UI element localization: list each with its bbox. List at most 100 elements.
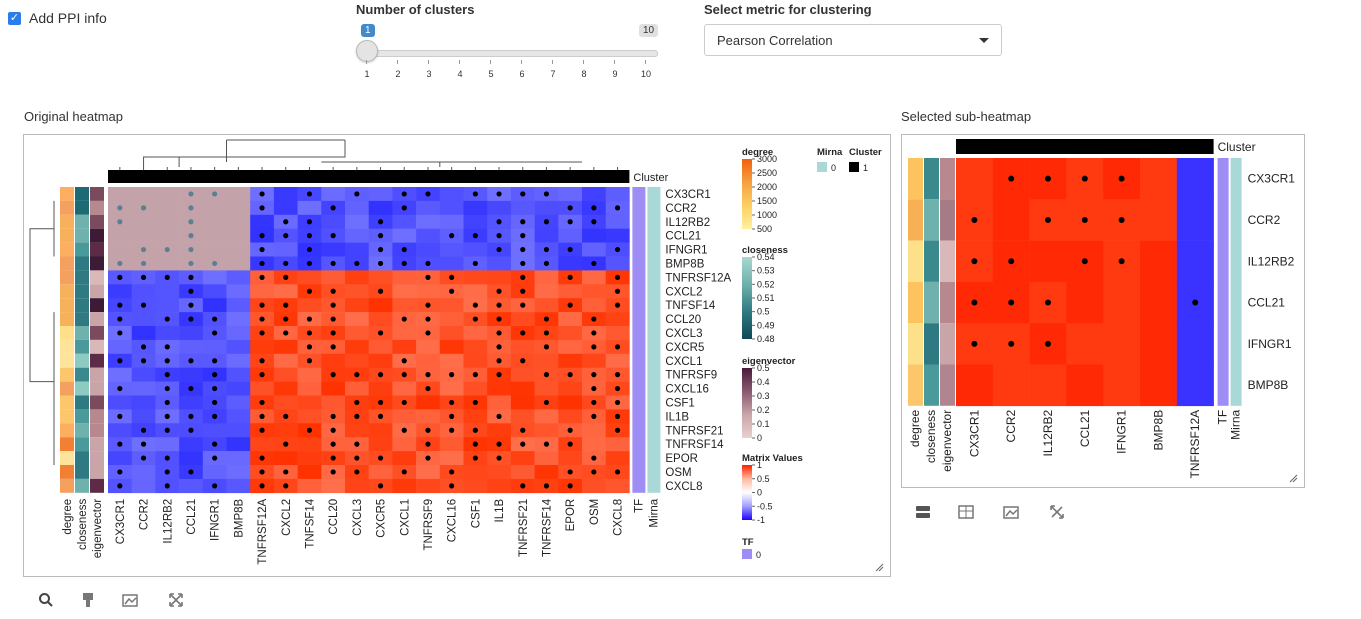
heatmap-dot <box>543 219 550 225</box>
heatmap-dot <box>164 358 170 364</box>
heatmap-dot <box>472 441 478 447</box>
heatmap-dot <box>306 427 313 433</box>
sub-heatmap-title: Selected sub-heatmap <box>901 109 1032 124</box>
search-icon[interactable] <box>38 592 54 611</box>
heatmap-dot <box>212 372 218 378</box>
heatmap-dot <box>472 427 478 433</box>
original-heatmap-panel[interactable]: Cluster CX3CR1 CCR2 IL12RB2 CCL21 IFNGR1 BMP8B… <box>23 134 891 577</box>
annotation-closeness-cell <box>75 284 89 299</box>
image-icon[interactable] <box>1003 504 1021 523</box>
heatmap-dot <box>259 233 265 239</box>
heatmap-dot <box>614 413 621 419</box>
sub-heatmap-svg[interactable]: Cluster CX3CR1 CCR2 IL12RB2 CCL21 IFNGR1 BMP8B… <box>902 135 1304 487</box>
sub-heatmap-dot <box>1045 175 1051 182</box>
sub-heatmap-cell <box>1176 364 1214 407</box>
sub-heatmap-dot <box>1045 216 1051 223</box>
heatmap-dot <box>614 344 621 350</box>
sub-heatmap-cell <box>1066 281 1104 324</box>
add-ppi-checkbox[interactable]: ✓ <box>8 11 21 25</box>
heatmap-cell <box>179 326 204 341</box>
table-icon[interactable] <box>958 504 974 523</box>
clusters-slider-track[interactable] <box>366 50 658 57</box>
annotation-eigenvector-cell <box>90 437 104 452</box>
heatmap-dot <box>117 260 123 267</box>
heatmap-dot <box>306 233 313 239</box>
legend-eigenvector-title: eigenvector <box>742 356 796 367</box>
heatmap-dot <box>543 344 550 350</box>
heatmap-dot <box>212 260 218 267</box>
heatmap-cell <box>345 353 369 368</box>
annotation-closeness-cell <box>75 270 89 285</box>
heatmap-cell <box>368 298 393 313</box>
annotation-eigenvector-cell <box>90 228 104 243</box>
heatmap-cell <box>534 298 559 313</box>
legend-closeness-title: closeness <box>742 245 788 256</box>
row-label: CXCL8 <box>665 481 702 493</box>
sub-column-label: CX3CR1 <box>967 409 981 457</box>
annotation-closeness-cell <box>75 395 89 410</box>
sub-heatmap-dot <box>1192 299 1199 306</box>
heatmap-cell <box>416 409 441 424</box>
heatmap-dot <box>188 274 194 280</box>
heatmap-cell <box>534 423 559 438</box>
heatmap-dot <box>330 427 336 433</box>
heatmap-dot <box>259 358 265 364</box>
heatmap-dot <box>188 191 194 197</box>
heatmap-dot <box>306 316 313 322</box>
annotation-closeness-cell <box>75 339 89 354</box>
heatmap-cell <box>582 284 606 299</box>
metric-select[interactable]: Pearson Correlation <box>704 24 1002 56</box>
row-label: CCL20 <box>665 314 701 326</box>
annotation-degree-cell <box>60 478 74 493</box>
sub-annotation-degree-cell <box>908 323 923 365</box>
heatmap-dot <box>188 246 194 253</box>
heatmap-cell <box>510 465 535 480</box>
heatmap-dot <box>591 413 597 419</box>
split-icon[interactable] <box>915 504 931 523</box>
expand-icon[interactable] <box>1049 504 1065 523</box>
original-heatmap-svg[interactable]: ClusterCX3CR1CCR2IL12RB2CCL21IFNGR1BMP8B… <box>24 135 890 576</box>
heatmap-cell <box>510 395 535 410</box>
annotation-degree-cell <box>60 326 74 340</box>
heatmap-cell <box>250 214 275 229</box>
heatmap-dot <box>401 316 407 322</box>
heatmap-cell <box>202 298 227 313</box>
heatmap-dot <box>188 219 194 225</box>
annotation-eigenvector-cell <box>90 270 104 285</box>
heatmap-cell <box>582 423 606 438</box>
heatmap-cell <box>439 256 464 271</box>
heatmap-cell <box>487 478 512 494</box>
sub-heatmap-panel[interactable]: Cluster CX3CR1 CCR2 IL12RB2 CCL21 IFNGR1 BMP8B… <box>901 134 1305 488</box>
image-icon[interactable] <box>122 592 140 611</box>
heatmap-cell <box>131 284 156 299</box>
annotation-closeness-cell <box>75 381 89 396</box>
heatmap-dot <box>164 372 170 378</box>
clusters-slider-handle[interactable] <box>356 40 378 62</box>
heatmap-cell <box>345 270 369 285</box>
legend-closeness-tick-label: 0.5 <box>757 307 770 317</box>
heatmap-cell <box>202 423 227 438</box>
heatmap-dot <box>330 330 336 336</box>
heatmap-cell <box>368 187 393 202</box>
annotation-eigenvector-cell <box>90 353 104 368</box>
row-label: CX3CR1 <box>665 189 710 201</box>
sub-heatmap-dot <box>1118 258 1125 265</box>
heatmap-cell <box>131 409 156 424</box>
column-label: CXCL16 <box>447 499 459 542</box>
annotation-degree-cell <box>60 256 74 271</box>
annotation-degree-cell <box>60 298 74 313</box>
add-ppi-checkbox-row[interactable]: ✓ Add PPI info <box>8 10 107 26</box>
annotation-closeness-cell <box>75 423 89 438</box>
heatmap-dot <box>543 330 550 336</box>
heatmap-dot <box>449 233 455 239</box>
heatmap-cell <box>131 395 156 410</box>
row-label: OSM <box>665 467 691 479</box>
heatmap-dot <box>259 399 265 406</box>
expand-icon[interactable] <box>168 592 184 611</box>
sub-heatmap-cell <box>1103 281 1141 324</box>
slider-tick-label: 6 <box>519 69 525 79</box>
annotation-degree-cell <box>60 339 74 354</box>
annotation-degree-cell <box>60 284 74 299</box>
heatmap-cell <box>297 437 322 452</box>
brush-icon[interactable] <box>80 592 96 611</box>
